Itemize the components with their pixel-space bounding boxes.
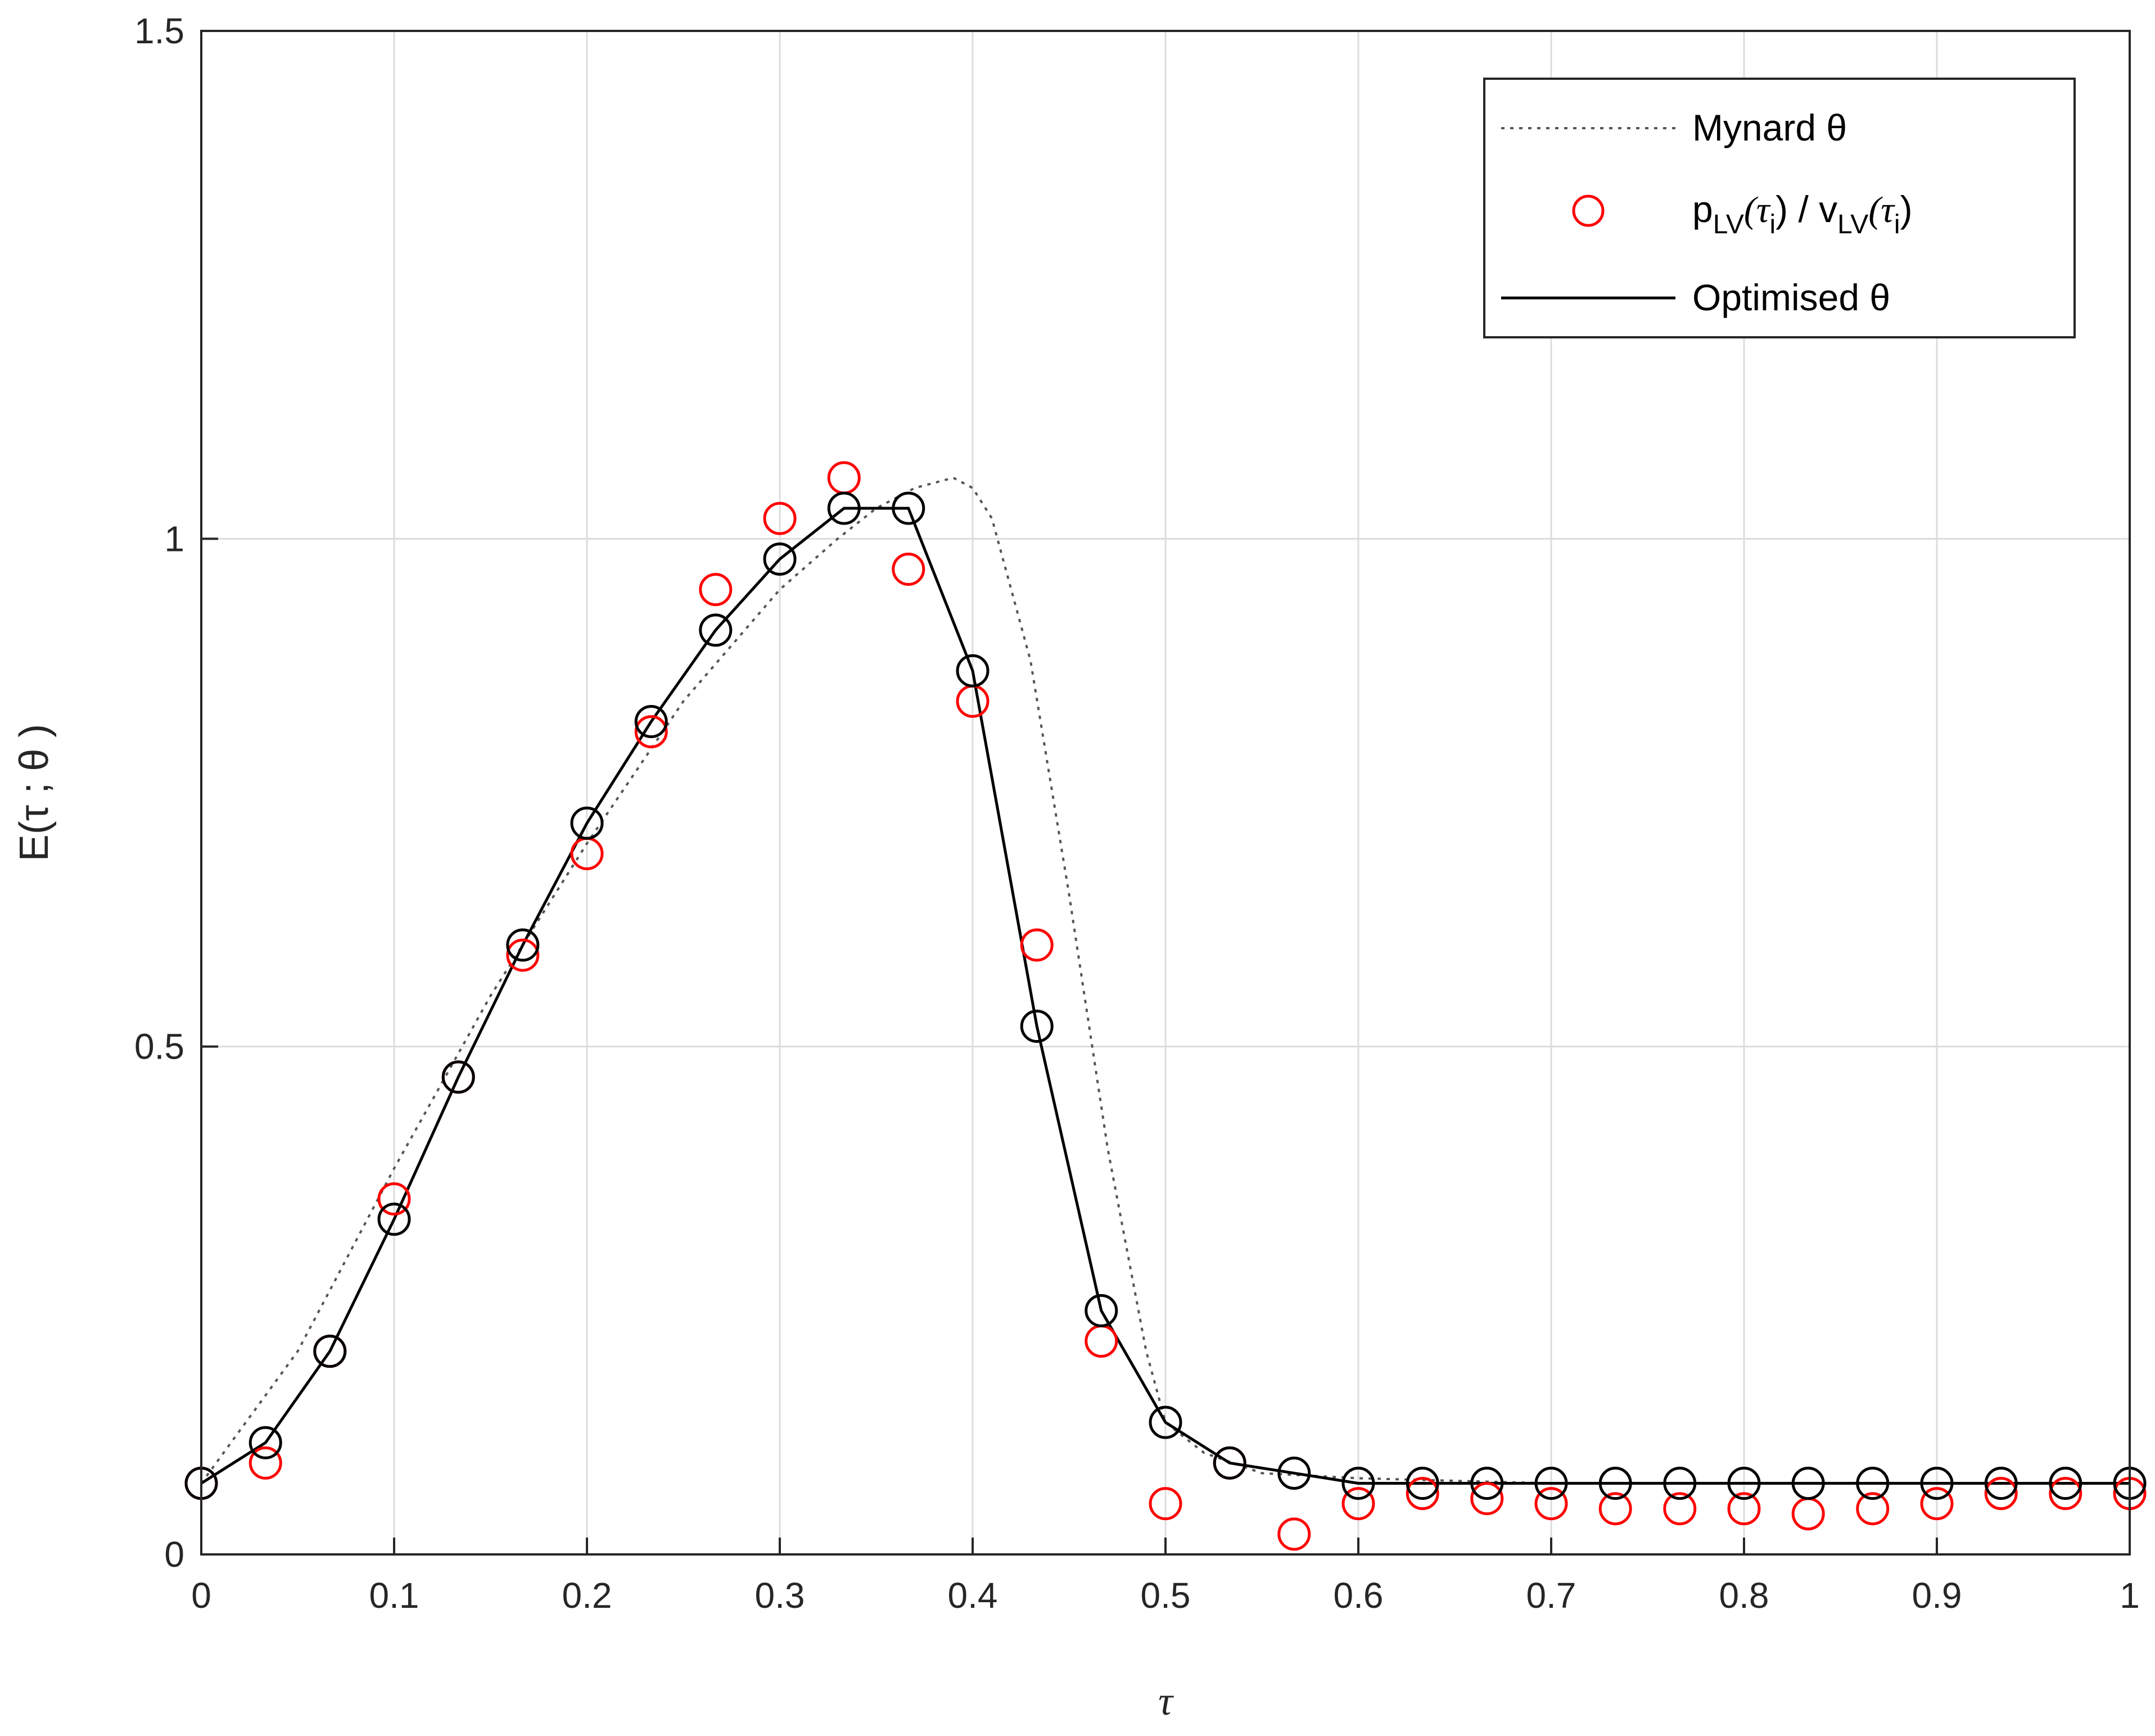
ratio-data-point — [1856, 1492, 1890, 1526]
optimised-data-point — [1534, 1467, 1568, 1500]
optimised-data-point — [1598, 1467, 1632, 1500]
ratio-data-point — [249, 1446, 282, 1480]
optimised-data-point — [827, 491, 861, 525]
optimised-series-line — [200, 507, 2130, 1485]
ratio-data-point — [892, 553, 925, 586]
ratio-data-point — [763, 501, 797, 535]
ratio-data-point — [1663, 1492, 1697, 1526]
ratio-data-point — [1470, 1482, 1504, 1516]
optimised-data-point — [249, 1426, 282, 1459]
optimised-data-point — [634, 705, 668, 739]
ratio-data-point — [1984, 1477, 2018, 1511]
optimised-data-point — [1727, 1467, 1761, 1500]
x-tick-label: 0.3 — [755, 1575, 805, 1616]
optimised-data-point — [1341, 1467, 1375, 1500]
x-tick-label: 0.9 — [1912, 1575, 1962, 1616]
y-tick-label: 1 — [164, 518, 184, 559]
x-axis-label: τ — [1158, 1679, 1174, 1724]
y-tick-label: 0 — [164, 1534, 184, 1575]
optimised-data-point — [441, 1060, 475, 1094]
y-axis-label: E(τ ; θ ) — [12, 724, 57, 861]
ratio-data-point — [1534, 1487, 1568, 1521]
ratio-data-point — [1277, 1517, 1311, 1551]
optimised-data-point — [1213, 1446, 1246, 1480]
x-tick-label: 0 — [191, 1575, 211, 1616]
optimised-data-point — [699, 613, 733, 647]
legend-optimised-label: Optimised θ — [1692, 277, 1890, 318]
legend: Mynard θ pLV(τi) / vLV(τi) Optimised θ — [1483, 78, 2076, 338]
optimised-data-point — [1020, 1010, 1054, 1043]
x-tick-label: 0.2 — [562, 1575, 612, 1616]
optimised-data-point — [313, 1335, 347, 1368]
optimised-data-point — [1149, 1405, 1182, 1439]
x-tick-label: 0.5 — [1141, 1575, 1191, 1616]
x-tick-label: 0.6 — [1334, 1575, 1384, 1616]
optimised-data-point — [1277, 1456, 1311, 1490]
optimised-data-point — [1984, 1467, 2018, 1500]
x-tick-label: 0.8 — [1719, 1575, 1769, 1616]
ratio-data-point — [1920, 1487, 1954, 1521]
optimised-data-point — [1920, 1467, 1954, 1500]
optimised-data-point — [956, 654, 990, 688]
optimised-data-point — [1406, 1467, 1439, 1500]
ratio-data-point — [506, 938, 540, 972]
ratio-data-point — [1598, 1492, 1632, 1526]
legend-ratio-label: pLV(τi) / vLV(τi) — [1692, 188, 1913, 239]
ratio-data-point — [1406, 1477, 1439, 1511]
mynard-series-line — [200, 476, 2130, 1485]
optimised-data-point — [2049, 1467, 2082, 1500]
optimised-data-point — [1085, 1294, 1118, 1327]
x-tick-label: 0.4 — [948, 1575, 998, 1616]
optimised-data-point — [1856, 1467, 1890, 1500]
axes: 0 0.1 0.2 0.3 0.4 0.5 0.6 0.7 0.8 0.9 1 0 0.5 1 1.5 — [134, 11, 2140, 1616]
y-tick-label: 1.5 — [134, 11, 184, 51]
ratio-data-point — [1149, 1487, 1182, 1521]
ratio-data-point — [2049, 1477, 2082, 1511]
ratio-data-point — [1020, 928, 1054, 962]
ratio-data-point — [1727, 1492, 1761, 1526]
optimised-data-point — [1791, 1467, 1825, 1500]
x-tick-label: 1 — [2120, 1575, 2140, 1616]
optimised-data-point — [506, 928, 540, 962]
optimised-data-point — [1470, 1467, 1504, 1500]
optimised-data-point — [892, 491, 925, 525]
optimised-data-point — [1663, 1467, 1697, 1500]
x-tick-label: 0.1 — [369, 1575, 419, 1616]
x-tick-label: 0.7 — [1526, 1575, 1576, 1616]
legend-box — [1483, 78, 2076, 338]
optimised-data-point — [570, 806, 604, 840]
optimised-data-point — [377, 1202, 411, 1236]
ratio-data-point — [699, 573, 733, 607]
ratio-data-point — [377, 1182, 411, 1216]
legend-ratio-swatch — [1572, 195, 1605, 227]
y-tick-label: 0.5 — [134, 1027, 184, 1067]
legend-mynard-label: Mynard θ — [1692, 107, 1847, 148]
optimised-data-point — [763, 542, 797, 576]
ratio-data-point — [634, 715, 668, 749]
ratio-data-point — [1341, 1487, 1375, 1521]
